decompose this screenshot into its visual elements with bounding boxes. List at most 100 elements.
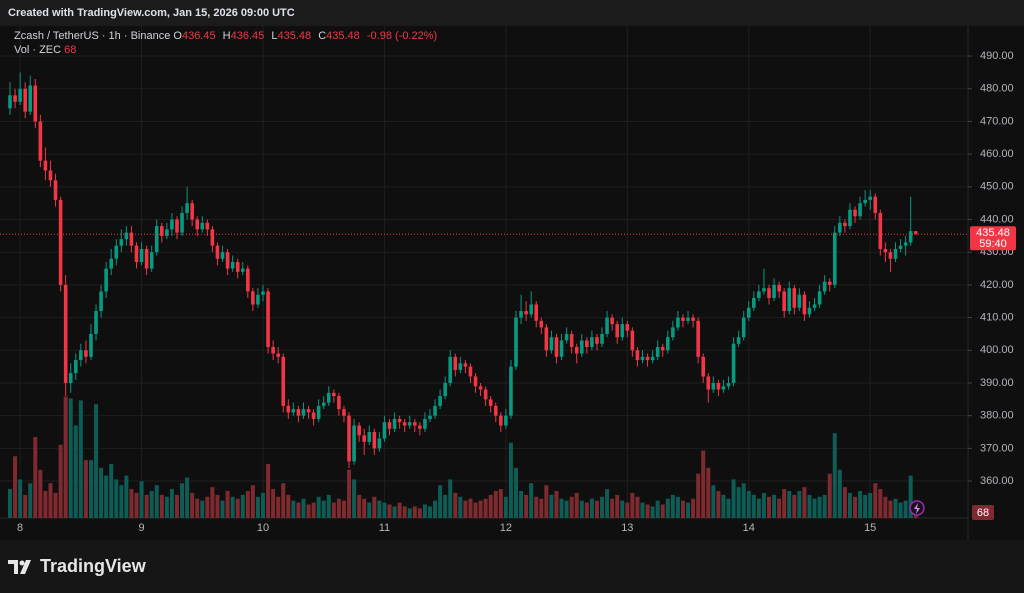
volume-bar <box>630 492 635 518</box>
volume-bar <box>549 494 554 518</box>
volume-bar <box>721 494 726 518</box>
candle-body <box>48 170 53 181</box>
volume-last-box <box>972 505 994 520</box>
x-tick-label: 8 <box>17 522 23 534</box>
candle-body <box>104 268 108 292</box>
candle-body <box>832 232 837 285</box>
volume-bar <box>174 494 179 518</box>
candle-body <box>114 245 119 259</box>
candle-body <box>195 219 200 230</box>
candle-body <box>165 229 169 236</box>
candle-body <box>590 337 594 348</box>
candle-body <box>843 222 847 227</box>
brand: TradingView <box>8 556 146 577</box>
candle-body <box>817 291 822 305</box>
candle-body <box>418 425 422 429</box>
volume-bar <box>458 496 463 518</box>
volume-bar <box>797 491 802 518</box>
candle-body <box>154 226 159 253</box>
volume-bar <box>195 498 200 518</box>
candle-body <box>225 252 230 269</box>
candle-body <box>878 212 883 249</box>
volume-bar <box>210 487 215 518</box>
volume-bar <box>402 506 407 518</box>
candle-body <box>124 232 129 240</box>
volume-bar <box>832 433 837 518</box>
candle-body <box>94 311 98 334</box>
y-tick-label: 360.00 <box>980 475 1014 487</box>
volume-bar <box>696 473 701 518</box>
volume-bar <box>716 491 721 518</box>
volume-bar <box>610 498 615 518</box>
volume-bar <box>635 496 640 518</box>
y-tick-label: 470.00 <box>980 115 1014 127</box>
y-tick-label: 370.00 <box>980 442 1014 454</box>
candle-body <box>559 340 564 357</box>
volume-bar <box>483 498 488 518</box>
candle-body <box>306 409 311 413</box>
volume-bar <box>903 500 908 518</box>
volume-bar <box>519 491 524 518</box>
volume-bar <box>412 506 417 518</box>
candle-body <box>337 396 341 410</box>
volume-bar <box>180 483 185 518</box>
candle-body <box>99 291 103 312</box>
volume-bar <box>362 498 367 518</box>
y-tick-label: 460.00 <box>980 148 1014 160</box>
candle-body <box>726 382 731 387</box>
candle-body <box>514 317 518 367</box>
candle-body <box>908 231 913 243</box>
candle-body <box>180 212 184 233</box>
symbol: Zcash / TetherUS · 1h · Binance <box>14 30 171 42</box>
volume-bar <box>306 504 311 518</box>
candle-body <box>423 418 427 429</box>
candle-body <box>332 392 336 397</box>
candle-body <box>175 219 179 233</box>
candle-body <box>453 356 458 370</box>
candle-body <box>190 203 194 220</box>
candle-body <box>605 317 609 334</box>
volume-bar <box>291 500 296 518</box>
candle-body <box>79 350 83 361</box>
volume-bar <box>53 492 58 518</box>
volume-bar <box>427 506 432 518</box>
candle-body <box>499 415 503 426</box>
candle-body <box>321 402 326 406</box>
candle-body <box>109 258 113 269</box>
candle-body <box>210 229 215 246</box>
countdown: 59:40 <box>979 238 1007 250</box>
volume-bar <box>13 456 18 518</box>
volume-bar <box>109 464 114 518</box>
volume-bar <box>741 483 746 518</box>
candle-body <box>721 386 726 390</box>
volume-bar <box>863 494 868 518</box>
volume-bar <box>640 502 645 518</box>
candle-body <box>838 222 842 233</box>
candle-body <box>660 347 665 351</box>
candle-body <box>28 85 33 112</box>
volume-bar <box>468 498 473 518</box>
candle-body <box>316 405 321 419</box>
volume-bar <box>397 502 402 518</box>
y-tick-label: 400.00 <box>980 344 1014 356</box>
candle-body <box>645 356 650 361</box>
candle-body <box>89 333 93 357</box>
candle-body <box>539 320 544 328</box>
candle-body <box>185 203 189 213</box>
open-value: 436.45 <box>181 30 216 42</box>
volume-bar <box>701 450 706 518</box>
candle-body <box>438 396 442 406</box>
open-label: O <box>173 30 182 42</box>
candle-body <box>893 248 898 259</box>
volume-last-label: 68 <box>977 507 989 519</box>
candle-body <box>736 337 741 344</box>
volume-bar <box>822 494 827 518</box>
volume-bar <box>372 496 377 518</box>
volume-bar <box>802 487 807 518</box>
candle-body <box>342 409 346 416</box>
volume-bar <box>433 500 438 518</box>
candle-body <box>468 366 473 377</box>
last-price-label: 435.48 <box>976 227 1010 239</box>
volume-bar <box>321 500 326 518</box>
volume-bar <box>615 494 620 518</box>
